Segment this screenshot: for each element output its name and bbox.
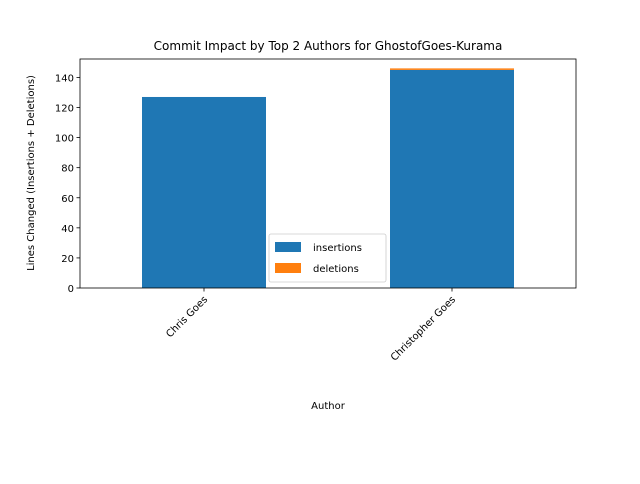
bar-deletions-1 bbox=[390, 68, 514, 70]
legend-label-insertions: insertions bbox=[313, 243, 362, 254]
y-tick-label: 0 bbox=[68, 284, 74, 295]
bar-insertions-0 bbox=[142, 96, 266, 288]
y-tick-label: 100 bbox=[55, 134, 74, 145]
y-tick-label: 80 bbox=[61, 164, 74, 175]
x-axis-label: Author bbox=[311, 401, 346, 412]
bar-insertions-1 bbox=[390, 69, 514, 289]
legend-swatch-deletions bbox=[275, 263, 301, 273]
y-tick-label: 60 bbox=[61, 194, 74, 205]
legend-label-deletions: deletions bbox=[313, 264, 359, 275]
y-tick-label: 120 bbox=[55, 104, 74, 115]
y-tick-label: 20 bbox=[61, 254, 74, 265]
legend: insertions deletions bbox=[268, 233, 387, 283]
y-tick-label: 140 bbox=[55, 73, 74, 84]
y-axis-label: Lines Changed (Insertions + Deletions) bbox=[26, 75, 37, 271]
legend-swatch-insertions bbox=[275, 242, 301, 252]
y-tick-label: 40 bbox=[61, 224, 74, 235]
plot-frame bbox=[79, 58, 577, 289]
y-axis: 0 20 40 60 80 100 120 140 bbox=[55, 73, 80, 295]
chart-title: Commit Impact by Top 2 Authors for Ghost… bbox=[154, 39, 503, 53]
bars-layer bbox=[142, 68, 514, 289]
